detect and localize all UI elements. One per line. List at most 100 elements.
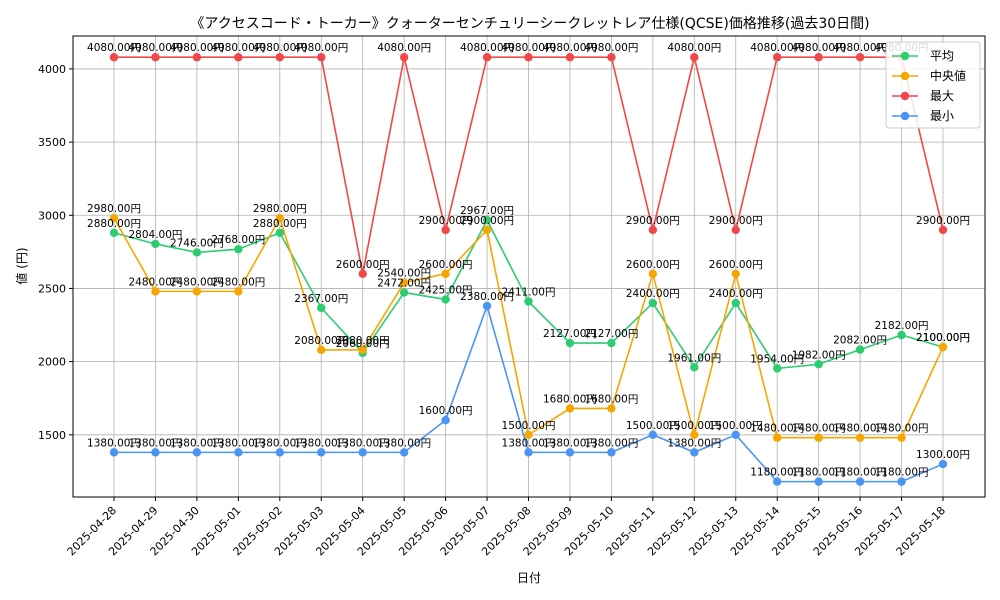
y-tick-label: 3000 [38,209,66,222]
data-point [151,287,160,296]
data-point [441,225,450,235]
data-point [938,225,948,235]
data-point [358,448,367,457]
data-point [565,404,575,413]
data-point [192,248,202,257]
data-label: 4080.00円 [667,42,721,54]
data-label: 2480.00円 [211,276,265,288]
data-label: 2880.00円 [253,218,307,230]
data-point [399,53,409,62]
data-label: 4080.00円 [460,42,514,54]
data-point [275,214,284,223]
data-point [607,53,616,62]
series-layer [109,53,948,486]
data-label: 2900.00円 [916,215,970,227]
data-label: 2480.00円 [128,276,182,288]
data-point [607,404,616,413]
data-point [234,245,243,254]
data-point [897,433,906,442]
data-label: 2367.00円 [294,293,348,305]
data-label: 2967.00円 [460,205,514,217]
data-label: 1480.00円 [875,423,929,435]
data-point [773,477,782,486]
data-label: 2425.00円 [419,284,473,296]
data-point [441,269,450,279]
data-point [317,448,326,457]
data-label: 1380.00円 [336,437,390,449]
data-point [648,430,658,440]
data-label: 2900.00円 [419,215,473,227]
chart-title: 《アクセスコード・トーカー》クォーターセンチュリーシークレットレア仕様(QCSE… [190,16,869,32]
y-axis-label: 値 (円) [14,247,29,284]
data-point [524,448,533,457]
data-point [317,345,326,355]
data-label: 2182.00円 [875,320,929,332]
data-label: 4080.00円 [543,42,597,54]
data-point [275,53,284,62]
data-label: 2804.00円 [128,229,182,241]
data-point [773,433,782,442]
data-point [855,477,865,486]
data-point [441,415,450,425]
data-label: 2600.00円 [336,259,390,271]
data-label: 2082.00円 [833,335,887,347]
data-point [814,433,823,442]
data-point [690,430,699,440]
legend-label: 中央値 [930,68,966,83]
data-point [814,53,823,62]
data-point [275,228,284,238]
data-label: 1380.00円 [584,437,638,449]
data-point [773,364,782,373]
y-tick-label: 2500 [38,282,66,295]
data-point [109,53,119,62]
data-label: 1480.00円 [792,423,846,435]
data-point [938,459,948,469]
data-label: 4080.00円 [377,42,431,54]
data-label: 2900.00円 [460,215,514,227]
data-point [109,214,119,223]
legend-label: 最大 [930,89,954,103]
data-point [358,269,367,279]
data-label: 1180.00円 [750,467,804,479]
data-label: 2600.00円 [626,259,680,271]
data-point [731,298,740,308]
data-point [897,330,906,340]
data-point [482,301,492,311]
data-point [151,239,160,249]
data-point [399,448,409,457]
data-point [109,448,119,457]
data-label: 2100.00円 [916,332,970,344]
legend-label: 最小 [930,109,954,123]
data-point [482,215,492,225]
data-point [524,297,533,306]
y-tick-label: 2000 [38,356,66,369]
data-label: 2900.00円 [709,215,763,227]
y-tick-label: 1500 [38,429,66,442]
data-point [565,338,575,348]
data-label: 1600.00円 [419,405,473,417]
legend-box [885,41,981,129]
data-label: 2746.00円 [170,237,224,249]
data-label: 1680.00円 [584,393,638,405]
data-point [731,430,740,440]
legend-marker [900,91,910,101]
data-point [192,448,202,457]
data-label: 1500.00円 [709,420,763,432]
data-label: 2080.00円 [336,335,390,347]
data-point [234,53,243,62]
data-point [855,345,865,354]
data-point [814,360,823,369]
data-label: 1480.00円 [833,423,887,435]
data-label: 1380.00円 [170,437,224,449]
data-point [524,53,533,62]
data-point [234,287,243,296]
data-label: 2380.00円 [460,291,514,303]
data-label: 1180.00円 [792,467,846,479]
data-label: 4080.00円 [253,42,307,54]
data-point [192,53,202,62]
data-label: 1961.00円 [667,352,721,364]
data-label: 1380.00円 [502,437,556,449]
data-label: 2127.00円 [584,328,638,340]
data-point [731,269,740,279]
